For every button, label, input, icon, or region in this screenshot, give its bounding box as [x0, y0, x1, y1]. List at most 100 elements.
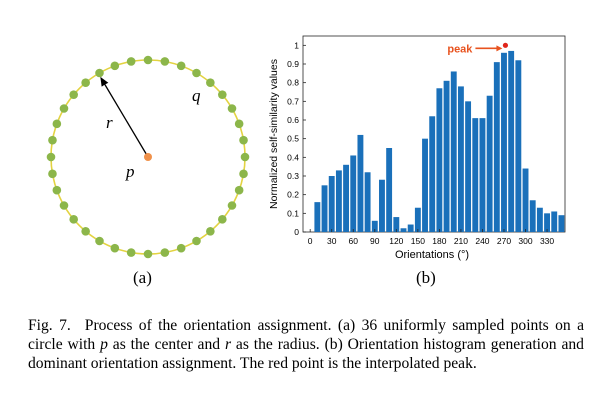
histogram-bar: [321, 185, 328, 232]
x-tick-label: 30: [327, 236, 337, 246]
x-tick-label: 0: [308, 236, 313, 246]
histogram-bar: [522, 168, 529, 232]
sampled-point: [192, 236, 201, 246]
y-tick-label: 0.1: [287, 208, 299, 218]
sampled-point: [95, 68, 104, 78]
figure-number: Fig. 7.: [28, 317, 71, 334]
histogram-bar: [335, 170, 342, 232]
sampled-point: [48, 135, 57, 145]
sampled-point: [160, 57, 170, 66]
histogram-bar: [465, 101, 472, 232]
histogram-bar: [328, 176, 335, 232]
histogram-bar: [343, 164, 350, 232]
sampled-point: [206, 78, 215, 87]
histogram-bar: [544, 213, 550, 232]
histogram-bar: [558, 215, 565, 232]
sampled-point: [81, 227, 90, 236]
y-tick-labels: 0 0.1 0.2 0.3 0.4 0.5 0.6 0.7 0.8 0.9 1: [287, 40, 306, 237]
y-tick-label: 0.5: [287, 134, 299, 144]
x-tick-label: 60: [349, 236, 359, 246]
sampled-point: [81, 78, 90, 87]
histogram-bar: [436, 88, 443, 233]
sampled-point: [126, 57, 136, 66]
peak-arrow-head: [496, 45, 503, 52]
y-tick-label: 0.9: [287, 59, 299, 69]
x-tick-label: 90: [370, 236, 380, 246]
subfigure-a-label: (a): [133, 268, 152, 287]
histogram-bar: [501, 52, 507, 232]
radius-arrow: [100, 76, 149, 158]
histogram-bar: [350, 155, 357, 232]
sampled-point: [48, 169, 57, 179]
y-tick-label: 1: [294, 40, 299, 50]
caption-text-segment: Process of the orientation assignment. (…: [28, 317, 584, 353]
center-label: p: [125, 162, 135, 181]
subfigure-b-label: (b): [416, 268, 436, 287]
x-tick-label: 180: [432, 236, 446, 246]
peak-label: peak: [447, 43, 473, 55]
y-tick-label: 0.8: [287, 78, 299, 88]
histogram-bar: [479, 118, 486, 232]
histogram-bar: [472, 118, 479, 232]
y-tick-label: 0: [294, 227, 299, 237]
x-tick-label: 150: [411, 236, 425, 246]
histogram-bar: [407, 224, 414, 232]
histogram-bar: [443, 80, 450, 232]
histogram-bar: [450, 71, 457, 232]
peak-annotation-group: peak: [447, 42, 509, 55]
peak-point: [502, 42, 509, 48]
histogram-bar: [457, 86, 464, 233]
caption-text-segment: as the radius. (b) Orientation histogram…: [28, 336, 584, 372]
sampled-point: [218, 90, 227, 99]
histogram-bar: [371, 220, 378, 232]
x-axis-label: Orientations (°): [395, 249, 469, 261]
sampled-point: [160, 248, 170, 257]
histogram-bar: [364, 172, 371, 232]
sampled-point: [176, 243, 186, 253]
histogram-bar: [379, 179, 385, 232]
histogram-bar: [486, 95, 493, 232]
histogram-bar: [529, 200, 536, 232]
sampled-point: [176, 61, 186, 71]
y-tick-label: 0.7: [287, 96, 299, 106]
sampled-point: [218, 215, 227, 224]
y-tick-label: 0.2: [287, 190, 299, 200]
sampled-point: [143, 249, 153, 259]
sampled-point: [143, 55, 153, 65]
sampled-point: [69, 215, 78, 224]
histogram-bar: [314, 202, 321, 232]
caption-text-segment: as the center and: [107, 336, 225, 353]
x-tick-labels: 0 30 60 90 120 150 180 210 240 270 300 330: [308, 229, 554, 246]
caption-text: Process of the orientation assignment. (…: [28, 317, 584, 372]
y-axis-label: Normalized self-similarity values: [268, 59, 280, 209]
histogram-bar: [536, 207, 543, 232]
sampled-point: [110, 243, 120, 253]
x-tick-label: 270: [497, 236, 511, 246]
sampled-point: [234, 119, 244, 129]
y-tick-label: 0.4: [287, 152, 299, 162]
y-tick-label: 0.3: [287, 171, 299, 181]
histogram-bar: [400, 228, 407, 232]
y-tick-label: 0.6: [287, 115, 299, 125]
histogram-bar: [515, 60, 522, 232]
center-point: [144, 153, 152, 161]
histogram-bar: [493, 62, 500, 232]
sampled-point: [59, 201, 69, 210]
histogram-bar: [551, 211, 558, 232]
histogram-bar: [357, 134, 364, 232]
x-tick-label: 240: [475, 236, 489, 246]
sampled-point: [227, 104, 237, 113]
radius-label: r: [106, 113, 113, 132]
sampled-point: [234, 185, 244, 195]
sampled-point: [239, 169, 248, 179]
sampled-point: [110, 61, 120, 71]
sampled-point: [126, 248, 136, 257]
histogram-bar: [429, 116, 436, 232]
caption-math-symbol: p: [100, 336, 108, 353]
sampled-point: [95, 236, 104, 246]
x-tick-label: 120: [389, 236, 403, 246]
sampled-point: [52, 185, 62, 195]
histogram-bar: [393, 217, 400, 232]
figure-a-circle-diagram: p r q: [46, 55, 250, 259]
histogram-bar: [508, 50, 515, 233]
